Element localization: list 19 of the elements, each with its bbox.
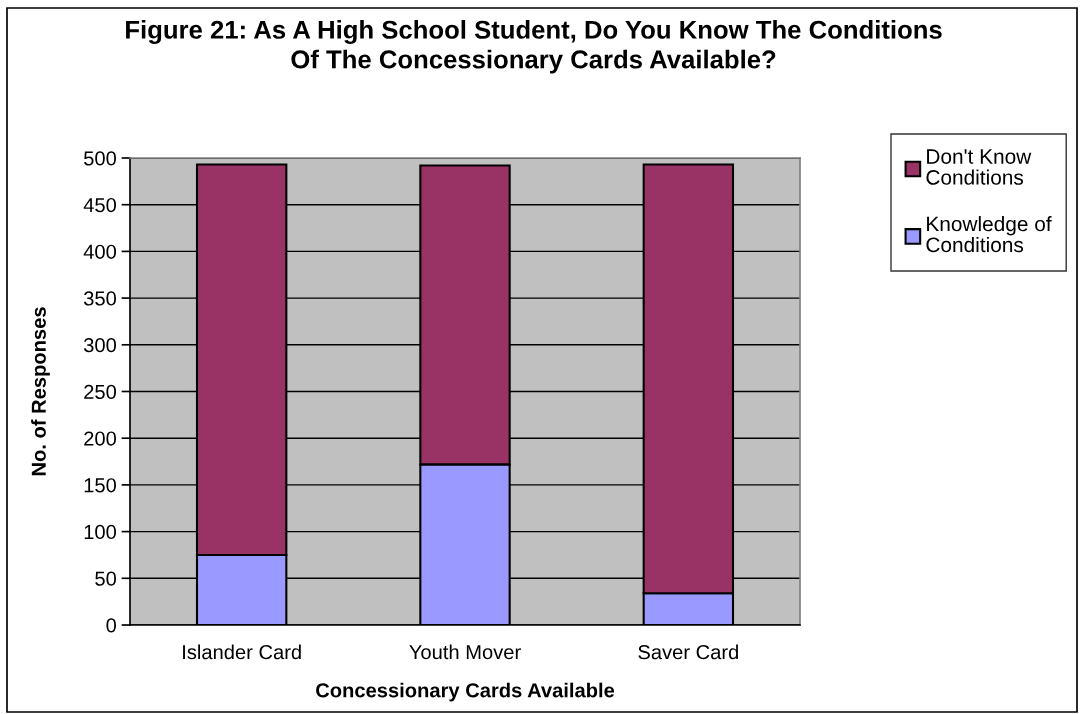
y-tick-label: 200 (84, 431, 117, 446)
x-tick-label: Youth Mover (409, 644, 521, 660)
legend-label: Knowledge of Conditions (926, 216, 1052, 253)
y-tick-label: 300 (83, 338, 117, 353)
y-tick-label: 500 (84, 151, 117, 166)
y-tick-label: 450 (83, 197, 117, 213)
y-tick-label: 50 (95, 571, 117, 586)
y-tick-label: 100 (84, 524, 117, 540)
x-tick-label: Islander Card (183, 644, 301, 660)
y-tick-label: 0 (106, 618, 117, 633)
legend-label: Don't Know Conditions (926, 149, 1032, 185)
y-tick-label: 150 (84, 478, 117, 493)
y-tick-label: 350 (83, 291, 117, 306)
y-tick-label: 250 (84, 384, 117, 399)
y-axis-title: No. of Responses (31, 307, 50, 476)
x-axis-title: Concessionary Cards Available (316, 682, 615, 702)
y-tick-label: 400 (83, 244, 117, 259)
x-tick-label: Saver Card (638, 644, 738, 660)
chart-title: Figure 21: As A High School Student, Do You Know The Conditions Of The Concessionary Cards Available? (126, 20, 942, 74)
